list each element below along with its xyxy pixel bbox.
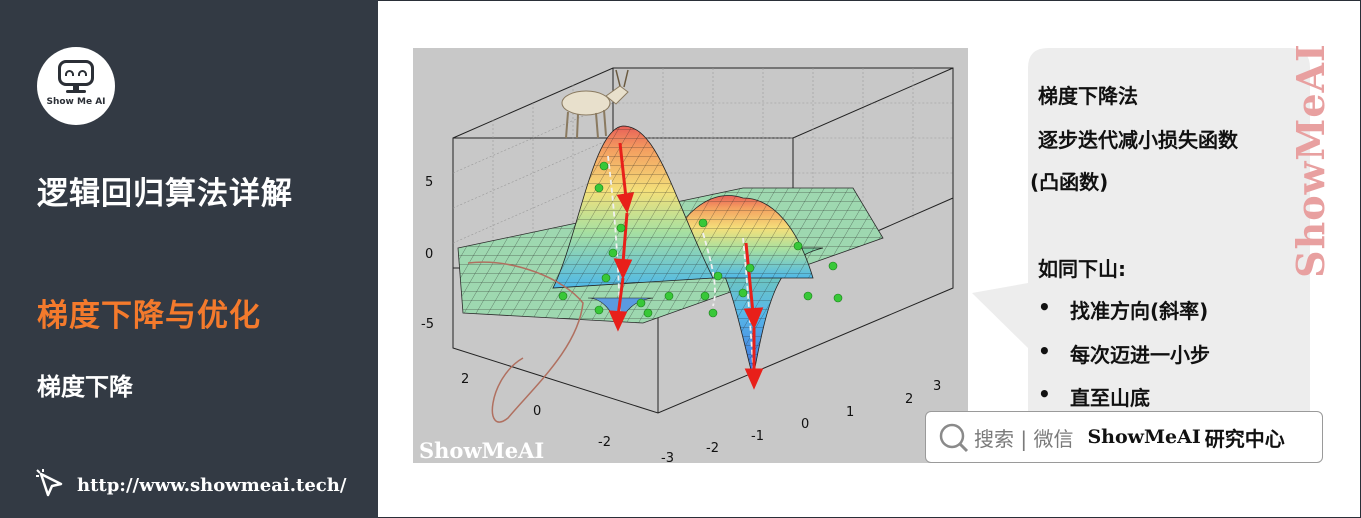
y-tick: 0 [801, 417, 809, 432]
search-label: 搜索 | 微信 [974, 426, 1074, 451]
z-tick: 5 [425, 175, 433, 190]
bubble-line: 梯度下降法 [1038, 84, 1138, 108]
bullet-item: 每次迈进一小步 [1070, 343, 1210, 367]
logo-text: Show Me AI [46, 97, 106, 107]
section-title: 梯度下降与优化 [37, 298, 261, 334]
y-tick: 2 [905, 392, 913, 407]
y-tick: -2 [706, 441, 719, 456]
website-link[interactable]: http://www.showmeai.tech/ [35, 468, 346, 502]
robot-icon [58, 60, 94, 86]
vertical-watermark: ShowMeAI [1287, 42, 1333, 278]
y-tick: 1 [846, 405, 854, 420]
y-tick: -3 [661, 451, 674, 463]
x-tick: -2 [598, 435, 611, 450]
x-tick: 0 [533, 404, 541, 419]
x-tick: 2 [461, 372, 469, 387]
sidebar: Show Me AI 逻辑回归算法详解 梯度下降与优化 梯度下降 http://… [0, 0, 378, 518]
bubble-line: 逐步迭代减小损失函数 [1038, 128, 1238, 152]
cursor-click-icon [36, 469, 63, 497]
z-tick: 0 [425, 247, 433, 262]
bullet-dot: • [1038, 382, 1051, 406]
y-tick: 3 [933, 379, 941, 394]
wechat-search-box[interactable]: 搜索 | 微信 ShowMeAI 研究中心 [925, 411, 1323, 463]
gradient-descent-figure: 5 0 -5 2 0 -2 3 2 1 0 -1 -2 -3 ShowMeAI [413, 48, 968, 466]
course-title: 逻辑回归算法详解 [37, 176, 293, 212]
plot-watermark: ShowMeAI [419, 438, 545, 463]
surface-plot: 5 0 -5 2 0 -2 3 2 1 0 -1 -2 -3 [421, 67, 954, 466]
search-brand: ShowMeAI [1087, 426, 1201, 448]
bullet-item: 找准方向(斜率) [1070, 299, 1209, 323]
descent-arrows [608, 142, 764, 390]
bullet-item: 直至山底 [1070, 386, 1150, 410]
descent-points [558, 161, 843, 318]
bullet-dot: • [1038, 339, 1051, 363]
speech-bubble [972, 48, 1310, 463]
search-icon [939, 423, 969, 453]
search-brand-suffix: 研究中心 [1204, 426, 1285, 451]
website-url[interactable]: http://www.showmeai.tech/ [77, 474, 347, 496]
y-tick: -1 [751, 429, 764, 444]
bubble-line: (凸函数) [1030, 170, 1109, 194]
antelope-illustration [561, 69, 629, 139]
z-tick: -5 [421, 317, 434, 332]
subsection-title: 梯度下降 [37, 373, 133, 401]
bubble-line: 如同下山: [1038, 257, 1126, 281]
bullet-dot: • [1038, 295, 1051, 319]
showmeai-logo: Show Me AI [37, 47, 115, 125]
